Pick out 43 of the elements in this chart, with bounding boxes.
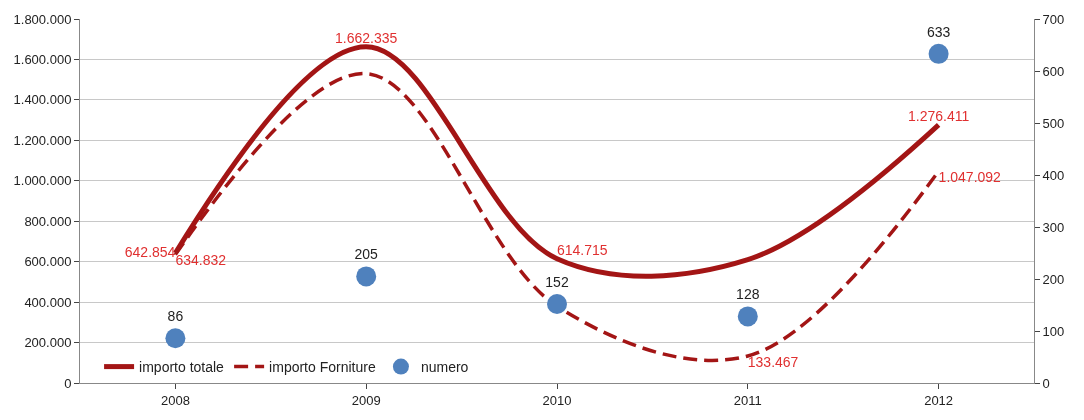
legend-label: numero [420, 359, 469, 376]
data-label: 133.467 [747, 353, 799, 370]
data-label: 205 [354, 246, 379, 263]
y-tick-label: 600.000 [24, 254, 72, 270]
y-tick-label: 800.000 [24, 213, 72, 229]
point [547, 293, 567, 314]
data-label: 86 [167, 308, 184, 325]
x-tick-label: 2011 [733, 392, 762, 408]
point [928, 43, 949, 64]
y2-tick-label: 400 [1042, 167, 1065, 183]
data-label: 633 [926, 23, 951, 40]
y-tick-label: 1.000.000 [13, 173, 72, 189]
data-label: 1.047.092 [938, 168, 1002, 185]
data-label: 128 [736, 286, 760, 303]
x-tick-label: 2010 [542, 392, 572, 408]
y-tick-label: 0 [64, 375, 72, 391]
y2-tick-label: 600 [1042, 63, 1065, 79]
data-label: 152 [545, 273, 569, 290]
data-label: 614.715 [557, 242, 608, 259]
point [165, 328, 186, 349]
data-label: 642.854 [124, 243, 176, 260]
y-tick-label: 400.000 [24, 294, 72, 310]
x-tick-label: 2012 [924, 392, 954, 408]
data-label: 634.832 [175, 252, 227, 269]
data-label: 1.662.335 [335, 30, 398, 47]
y2-tick-label: 200 [1042, 271, 1065, 287]
y-tick-label: 200.000 [24, 335, 72, 351]
point [737, 306, 758, 327]
x-tick-label: 2009 [351, 392, 381, 408]
y2-tick-label: 500 [1042, 115, 1065, 131]
legend-label: importo Forniture [269, 359, 376, 376]
legend-label: importo totale [139, 359, 225, 376]
y-tick-label: 1.600.000 [13, 51, 72, 67]
y2-tick-label: 300 [1042, 219, 1065, 235]
y-tick-label: 1.800.000 [13, 11, 72, 27]
point [356, 266, 377, 287]
y2-tick-label: 0 [1042, 375, 1050, 391]
y-tick-label: 1.200.000 [13, 132, 72, 148]
y2-tick-label: 700 [1042, 11, 1065, 27]
y2-tick-label: 100 [1042, 323, 1065, 339]
x-tick-label: 2008 [160, 392, 190, 408]
y-tick-label: 1.400.000 [13, 92, 72, 108]
data-label: 1.276.411 [907, 108, 970, 125]
